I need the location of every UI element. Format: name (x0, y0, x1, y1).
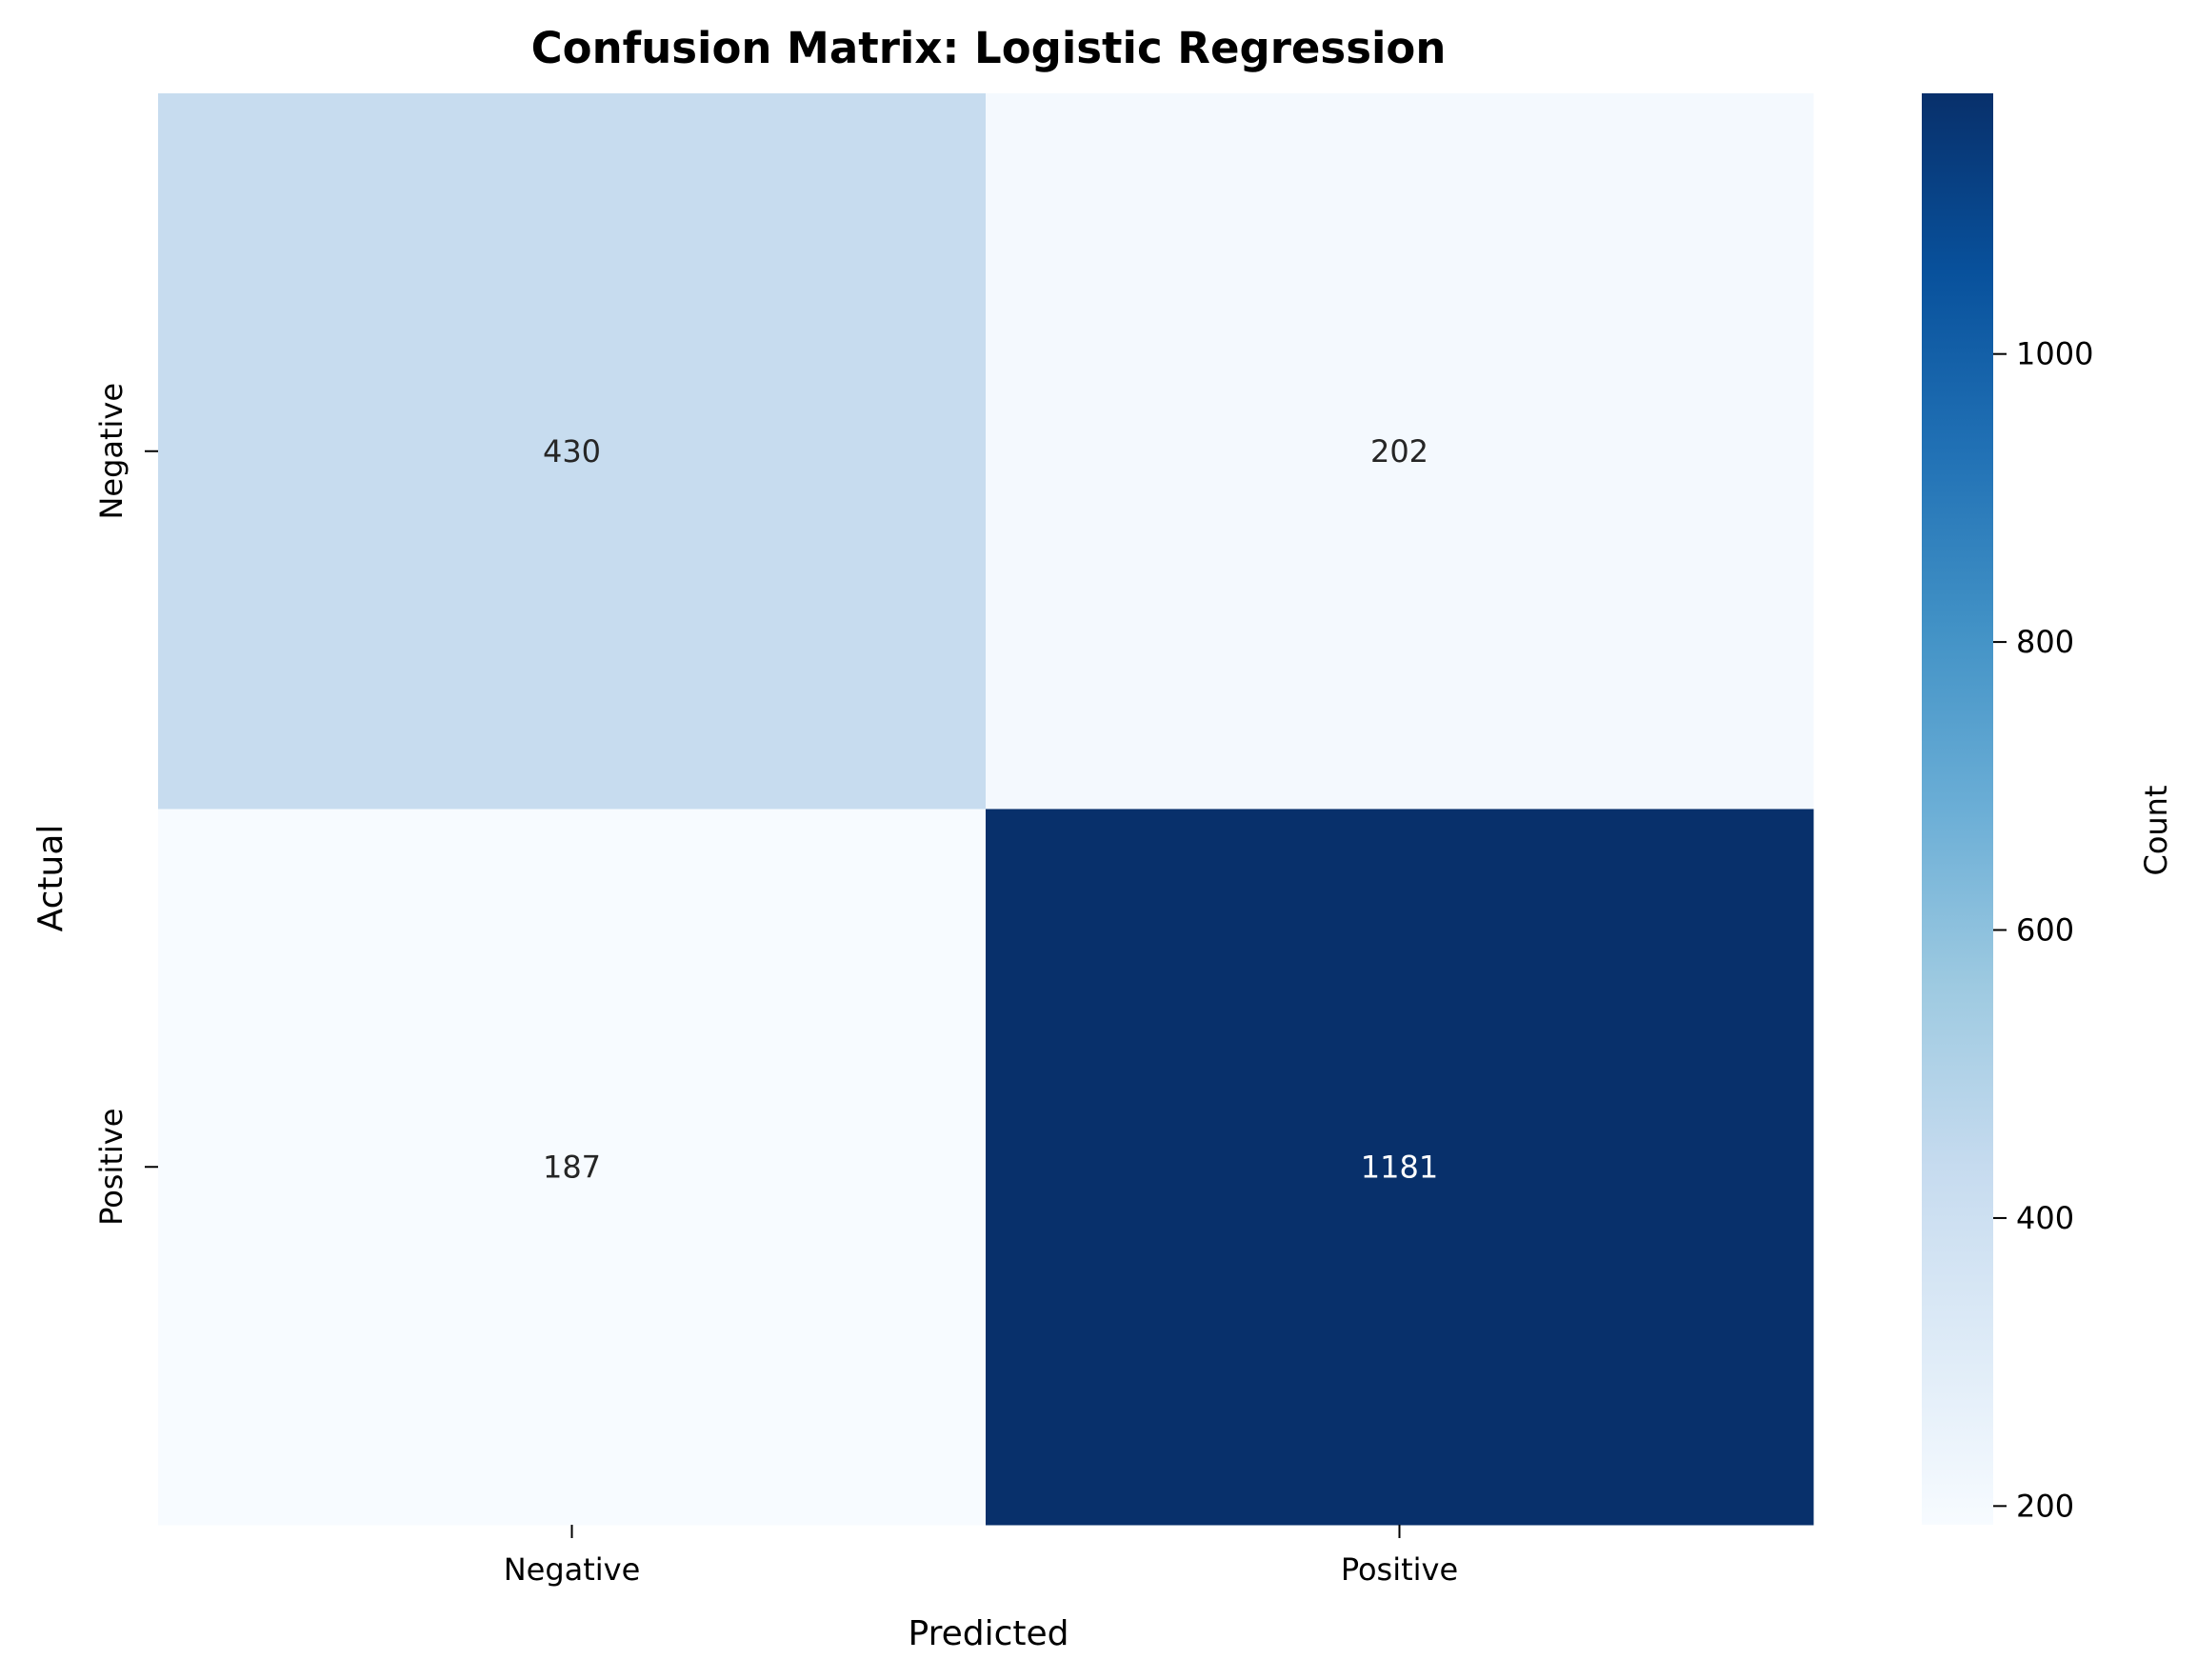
heatmap-annotations: 430 202 187 1181 (543, 433, 1438, 1186)
x-tick-label: Positive (1341, 1551, 1458, 1588)
colorbar-tick-label: 200 (2016, 1488, 2074, 1524)
cell-value-label: 202 (1370, 433, 1428, 470)
y-tick-label: Positive (93, 1109, 130, 1226)
x-axis-label: Predicted (909, 1614, 1069, 1653)
cell-value-label: 1181 (1361, 1149, 1438, 1185)
colorbar-tick-label: 600 (2016, 912, 2074, 949)
cell-value-label: 430 (543, 433, 601, 470)
colorbar-tick-label: 800 (2016, 624, 2074, 660)
colorbar-tick-label: 1000 (2016, 336, 2093, 372)
heatmap-cell (986, 809, 1814, 1526)
colorbar: 200 400 600 800 1000 (1922, 93, 2093, 1525)
colorbar-tick-label: 400 (2016, 1200, 2074, 1236)
colorbar-gradient (1922, 93, 1993, 1525)
heatmap-cells (158, 93, 1814, 1526)
y-tick-label: Negative (93, 383, 130, 520)
y-axis-label: Actual (31, 825, 70, 932)
heatmap-cell (158, 809, 987, 1526)
colorbar-label: Count (2138, 785, 2174, 875)
heatmap-cell (158, 93, 987, 810)
heatmap-cell (986, 93, 1814, 810)
x-tick-label: Negative (504, 1551, 641, 1588)
x-axis: Negative Positive (504, 1525, 1458, 1588)
chart-title: Confusion Matrix: Logistic Regression (531, 23, 1447, 73)
y-axis: Negative Positive (93, 383, 158, 1226)
cell-value-label: 187 (543, 1149, 601, 1185)
